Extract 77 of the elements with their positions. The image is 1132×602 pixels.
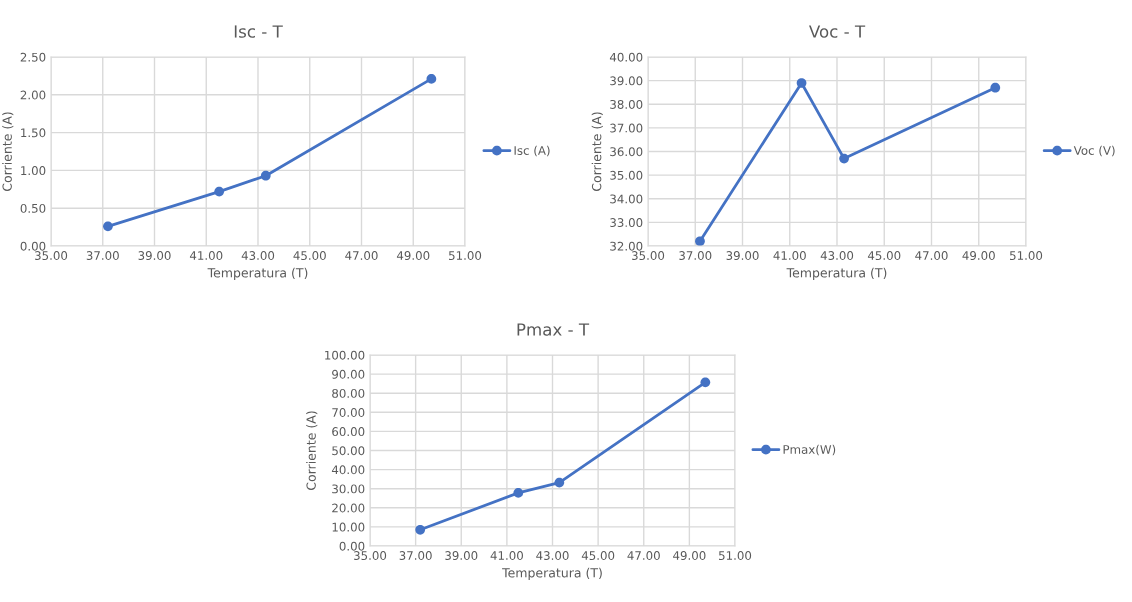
- y-tick-label: 90.00: [332, 369, 365, 379]
- x-tick-label: 45.00: [867, 251, 901, 260]
- point: [214, 186, 225, 197]
- x-tick-label: 51.00: [1010, 251, 1043, 260]
- y-tick-label: 50.00: [332, 446, 365, 456]
- x-axis-title: Temperatura (T): [786, 267, 887, 280]
- y-tick-label: 20.00: [332, 503, 365, 513]
- point: [700, 377, 711, 388]
- x-tick-label: 37.00: [86, 251, 119, 260]
- y-tick-label: 10.00: [332, 522, 365, 532]
- point: [990, 82, 1001, 93]
- x-tick-label: 49.00: [396, 251, 430, 260]
- x-tick-label: 41.00: [490, 551, 523, 560]
- y-tick-label: 32.00: [610, 241, 643, 251]
- x-tick-label: 39.00: [445, 551, 478, 560]
- y-tick-label: 2.50: [20, 52, 46, 62]
- x-tick-label: 37.00: [679, 251, 712, 260]
- legend-label: Isc (A): [514, 145, 550, 157]
- legend-label: Pmax(W): [783, 444, 836, 456]
- chart-title: Voc - T: [809, 25, 866, 38]
- x-tick-label: 35.00: [632, 251, 665, 260]
- y-tick-label: 38.00: [610, 99, 643, 109]
- y-tick-label: 35.00: [610, 170, 643, 180]
- x-tick-label: 45.00: [293, 251, 326, 260]
- y-tick-label: 1.50: [21, 128, 46, 138]
- y-tick-label: 39.00: [610, 76, 643, 86]
- x-tick-label: 39.00: [726, 251, 759, 260]
- x-tick-label: 43.00: [536, 551, 569, 560]
- x-tick-label: 41.00: [189, 251, 223, 260]
- legend-label: Voc (V): [1073, 145, 1115, 157]
- x-tick-label: 49.00: [962, 251, 995, 260]
- y-tick-label: 100.00: [325, 350, 365, 360]
- x-tick-label: 37.00: [399, 551, 432, 560]
- x-tick-label: 51.00: [719, 551, 752, 560]
- point: [415, 524, 426, 535]
- point: [426, 74, 437, 84]
- y-tick-label: 40.00: [331, 465, 365, 475]
- x-tick-label: 39.00: [138, 251, 171, 260]
- point: [695, 236, 705, 246]
- y-tick-label: 40.00: [609, 52, 643, 62]
- y-tick-label: 30.00: [332, 484, 365, 494]
- point: [103, 221, 113, 232]
- y-axis-title: Corriente (A): [306, 411, 318, 490]
- y-tick-label: 34.00: [610, 194, 643, 204]
- point: [513, 488, 524, 498]
- x-tick-label: 47.00: [915, 251, 948, 260]
- y-tick-label: 70.00: [332, 408, 365, 417]
- x-tick-label: 51.00: [449, 251, 482, 260]
- x-tick-label: 45.00: [581, 551, 615, 560]
- y-tick-label: 0.50: [20, 203, 46, 213]
- x-axis-title: Temperatura (T): [207, 267, 308, 280]
- x-tick-label: 47.00: [345, 251, 378, 260]
- x-tick-label: 47.00: [627, 551, 660, 560]
- y-tick-label: 0.00: [339, 541, 365, 551]
- x-axis-title: Temperatura (T): [502, 567, 602, 580]
- y-tick-label: 80.00: [332, 388, 365, 398]
- x-tick-label: 43.00: [241, 251, 275, 260]
- y-tick-label: 1.00: [21, 166, 46, 176]
- y-tick-label: 33.00: [610, 218, 643, 228]
- x-tick-label: 41.00: [773, 251, 806, 260]
- point: [554, 477, 565, 488]
- x-tick-label: 35.00: [35, 251, 68, 260]
- x-tick-label: 43.00: [820, 251, 854, 260]
- chart-title: Isc - T: [234, 25, 283, 38]
- y-tick-label: 0.00: [20, 241, 46, 251]
- x-tick-label: 49.00: [673, 551, 706, 560]
- y-tick-label: 37.00: [610, 123, 643, 133]
- chart-title: Pmax - T: [517, 323, 590, 336]
- y-tick-label: 2.00: [20, 90, 46, 100]
- point: [839, 153, 849, 164]
- x-tick-label: 35.00: [354, 551, 387, 560]
- y-axis-title: Corriente (A): [591, 112, 603, 191]
- y-tick-label: 60.00: [332, 427, 365, 437]
- y-tick-label: 36.00: [610, 147, 643, 157]
- y-axis-title: Corriente (A): [2, 112, 14, 191]
- point: [260, 170, 271, 181]
- point: [796, 78, 807, 88]
